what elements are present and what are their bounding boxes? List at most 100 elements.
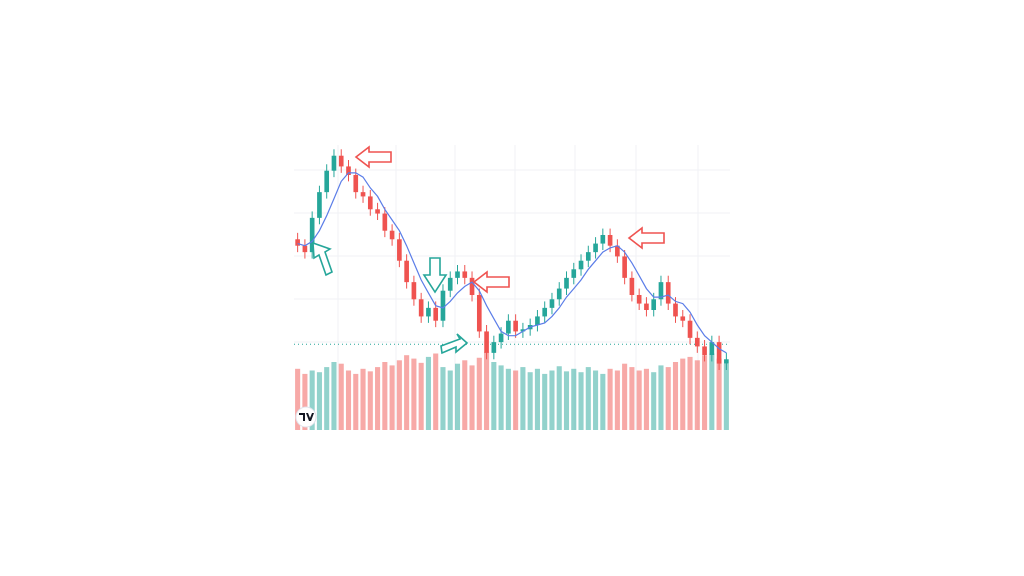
candle-body bbox=[426, 307, 431, 317]
volume-bar bbox=[607, 368, 613, 430]
volume-bar bbox=[578, 372, 584, 430]
candle-body bbox=[585, 252, 591, 261]
volume-bar bbox=[404, 355, 410, 430]
candle-body bbox=[418, 299, 424, 317]
candle-body bbox=[600, 235, 606, 244]
candle-body bbox=[360, 192, 366, 197]
volume-bar bbox=[447, 370, 453, 430]
candle-body bbox=[476, 295, 482, 332]
volume-bar bbox=[360, 368, 366, 430]
volume-bar bbox=[418, 362, 424, 430]
volume-bar bbox=[382, 362, 388, 430]
volume-bar bbox=[585, 367, 591, 430]
volume-bar bbox=[331, 362, 337, 430]
volume-bar bbox=[469, 365, 475, 430]
candle-body bbox=[484, 331, 489, 353]
candle-body bbox=[724, 359, 729, 364]
candle-body bbox=[411, 282, 417, 300]
candle-body bbox=[607, 235, 613, 246]
candle-body bbox=[673, 303, 678, 317]
candle-body bbox=[404, 260, 409, 283]
candle-body bbox=[353, 175, 359, 193]
volume-bar bbox=[600, 373, 606, 430]
candle-body bbox=[469, 277, 475, 295]
candle-body bbox=[564, 277, 569, 289]
volume-bar bbox=[440, 367, 446, 430]
volume-bar bbox=[723, 363, 729, 430]
candle-body bbox=[680, 316, 686, 321]
logo-badge bbox=[295, 406, 317, 428]
sell-arrow bbox=[472, 270, 510, 294]
candle-body bbox=[629, 277, 635, 295]
volume-bar bbox=[316, 372, 322, 430]
volume-bar bbox=[694, 360, 700, 430]
volume-bar bbox=[665, 367, 671, 430]
candle-body bbox=[578, 260, 584, 270]
logo-mark bbox=[299, 413, 314, 421]
volume-bar bbox=[505, 368, 511, 430]
candle-body bbox=[665, 282, 671, 304]
candle-body bbox=[440, 290, 446, 321]
sell-arrow bbox=[354, 145, 392, 169]
volume-bar bbox=[433, 353, 439, 430]
volume-bar bbox=[295, 368, 301, 430]
candle-body bbox=[716, 342, 722, 364]
volume-bar bbox=[593, 370, 599, 430]
candle-body bbox=[338, 155, 344, 167]
volume-bar bbox=[345, 370, 352, 430]
candle-body bbox=[615, 245, 620, 257]
volume-bar bbox=[556, 366, 562, 430]
volume-bar bbox=[411, 358, 417, 430]
candle-body bbox=[636, 295, 642, 304]
volume-bar bbox=[687, 356, 693, 430]
candle-body bbox=[556, 288, 562, 300]
candle-body bbox=[593, 243, 598, 253]
candle-body bbox=[346, 166, 351, 175]
volume-bar bbox=[309, 370, 315, 430]
candle-body bbox=[658, 282, 664, 300]
volume-bar bbox=[498, 365, 504, 430]
candle-body bbox=[317, 192, 322, 218]
volume-bar bbox=[534, 368, 540, 430]
volume-bar bbox=[375, 367, 381, 430]
volume-bar bbox=[709, 353, 715, 430]
candle-body bbox=[694, 337, 700, 347]
candle-body bbox=[644, 303, 649, 310]
volume-bar bbox=[396, 360, 402, 430]
candle-body bbox=[535, 316, 540, 325]
logo bbox=[295, 406, 317, 428]
volume-bar bbox=[338, 363, 344, 430]
candle-body bbox=[542, 307, 548, 317]
candle-body bbox=[375, 209, 380, 214]
candle-body bbox=[309, 217, 315, 253]
candle-body bbox=[520, 329, 526, 332]
volume-bar bbox=[614, 370, 620, 430]
moving-average bbox=[297, 172, 727, 354]
plot bbox=[294, 149, 730, 430]
volume-bar bbox=[454, 363, 461, 430]
volume-bar bbox=[563, 371, 570, 430]
volume-bar bbox=[353, 373, 359, 430]
candle-body bbox=[498, 333, 504, 343]
candle-body bbox=[506, 320, 511, 334]
volume-bar bbox=[651, 372, 657, 430]
volume-bar bbox=[549, 370, 555, 430]
candle-body bbox=[447, 277, 453, 291]
volume-bar bbox=[672, 362, 679, 430]
volume-bar bbox=[324, 367, 330, 430]
candle-body bbox=[331, 155, 337, 171]
candle-body bbox=[549, 299, 555, 308]
volume-bar bbox=[484, 351, 490, 430]
candle-body bbox=[709, 342, 715, 355]
volume-bar bbox=[716, 358, 722, 430]
candle-body bbox=[651, 299, 657, 310]
candle-body bbox=[455, 271, 460, 278]
candle-body bbox=[687, 320, 693, 338]
candle-body bbox=[462, 271, 468, 278]
grid bbox=[294, 145, 730, 430]
volume-bar bbox=[425, 356, 431, 430]
volume-bar bbox=[571, 368, 577, 430]
buy-arrow bbox=[312, 241, 333, 277]
candle-body bbox=[324, 170, 330, 193]
